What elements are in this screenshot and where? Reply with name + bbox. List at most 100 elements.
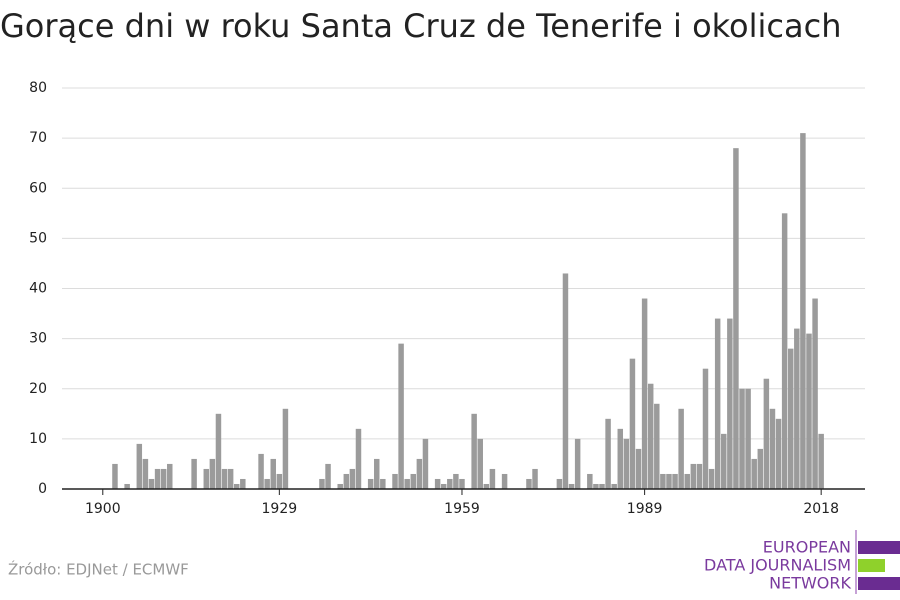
bar bbox=[812, 298, 818, 489]
bar bbox=[191, 458, 197, 489]
bar bbox=[605, 418, 611, 489]
y-tick-label: 0 bbox=[38, 481, 47, 497]
x-tick-label: 1900 bbox=[85, 501, 121, 517]
bar bbox=[410, 473, 417, 489]
bar bbox=[757, 448, 764, 489]
bar bbox=[483, 483, 490, 489]
bar bbox=[806, 333, 812, 489]
y-tick-label: 60 bbox=[29, 180, 47, 196]
x-tick-label: 1989 bbox=[627, 501, 663, 517]
x-tick-label: 1959 bbox=[444, 501, 480, 517]
bar bbox=[447, 478, 453, 489]
x-tick-label: 1929 bbox=[262, 501, 298, 517]
bar bbox=[440, 483, 447, 489]
y-tick-label: 40 bbox=[29, 281, 47, 297]
bar bbox=[690, 463, 697, 489]
bar bbox=[593, 483, 599, 489]
bar bbox=[215, 413, 222, 489]
logo-text: EUROPEAN bbox=[763, 538, 851, 557]
bar bbox=[160, 468, 167, 489]
bar bbox=[233, 483, 240, 489]
logo-bar bbox=[858, 559, 885, 572]
bar bbox=[714, 318, 721, 489]
bar bbox=[775, 418, 782, 489]
bar bbox=[459, 478, 465, 489]
bar bbox=[319, 478, 325, 489]
bar bbox=[136, 443, 143, 489]
bar bbox=[660, 473, 666, 489]
bar bbox=[532, 468, 538, 489]
bar bbox=[678, 408, 684, 489]
bar bbox=[325, 463, 331, 489]
bar bbox=[276, 473, 283, 489]
bar bbox=[404, 478, 410, 489]
bar bbox=[666, 473, 672, 489]
bar bbox=[733, 148, 739, 489]
bar bbox=[392, 473, 398, 489]
bar bbox=[240, 478, 246, 489]
bar bbox=[672, 473, 678, 489]
bar bbox=[221, 468, 228, 489]
chart-title: Gorące dni w roku Santa Cruz de Tenerife… bbox=[0, 7, 841, 45]
bar bbox=[264, 478, 270, 489]
bar bbox=[794, 328, 800, 489]
bar bbox=[471, 413, 477, 489]
logo-bar bbox=[858, 577, 900, 590]
y-tick-label: 30 bbox=[29, 331, 47, 347]
bar bbox=[641, 298, 648, 489]
bar bbox=[374, 458, 380, 489]
bar bbox=[148, 478, 155, 489]
bar bbox=[355, 428, 362, 489]
bar bbox=[367, 478, 374, 489]
bar bbox=[556, 478, 563, 489]
bar bbox=[629, 358, 636, 489]
logo-text: DATA JOURNALISM bbox=[704, 556, 851, 575]
bar bbox=[818, 433, 824, 489]
y-tick-label: 70 bbox=[29, 130, 47, 146]
bar bbox=[763, 378, 770, 489]
bar bbox=[203, 468, 210, 489]
bar bbox=[702, 368, 709, 489]
bar bbox=[647, 383, 654, 489]
bar bbox=[477, 438, 483, 489]
bar bbox=[526, 478, 532, 489]
source: Źródło: EDJNet / ECMWF bbox=[8, 560, 189, 579]
bar bbox=[154, 468, 161, 489]
y-tick-label: 80 bbox=[29, 80, 47, 96]
bar bbox=[587, 473, 593, 489]
bar bbox=[745, 388, 751, 489]
bar bbox=[562, 273, 569, 489]
bar bbox=[611, 483, 617, 489]
bar bbox=[258, 453, 264, 489]
bar bbox=[708, 468, 715, 489]
bar bbox=[434, 478, 441, 489]
bar bbox=[343, 473, 350, 489]
bar bbox=[142, 458, 149, 489]
bar bbox=[574, 438, 581, 489]
bar bbox=[349, 468, 356, 489]
bar bbox=[422, 438, 429, 489]
bar bbox=[398, 343, 404, 489]
bar bbox=[751, 458, 757, 489]
bar bbox=[227, 468, 234, 489]
bar bbox=[501, 473, 508, 489]
bar bbox=[781, 213, 788, 489]
bar bbox=[623, 438, 630, 489]
bar bbox=[721, 433, 727, 489]
bar bbox=[337, 483, 343, 489]
bar bbox=[800, 133, 806, 490]
bar bbox=[112, 463, 118, 489]
bar bbox=[684, 473, 690, 489]
bar bbox=[282, 408, 289, 489]
y-tick-label: 10 bbox=[29, 431, 47, 447]
bar bbox=[167, 463, 173, 489]
bar bbox=[209, 458, 216, 489]
bar bbox=[270, 458, 276, 489]
bar bbox=[599, 483, 605, 489]
bar bbox=[568, 483, 575, 489]
bar bbox=[617, 428, 624, 489]
bar bbox=[489, 468, 496, 489]
bar bbox=[696, 463, 703, 489]
bar bbox=[654, 403, 660, 489]
bar bbox=[635, 448, 642, 489]
